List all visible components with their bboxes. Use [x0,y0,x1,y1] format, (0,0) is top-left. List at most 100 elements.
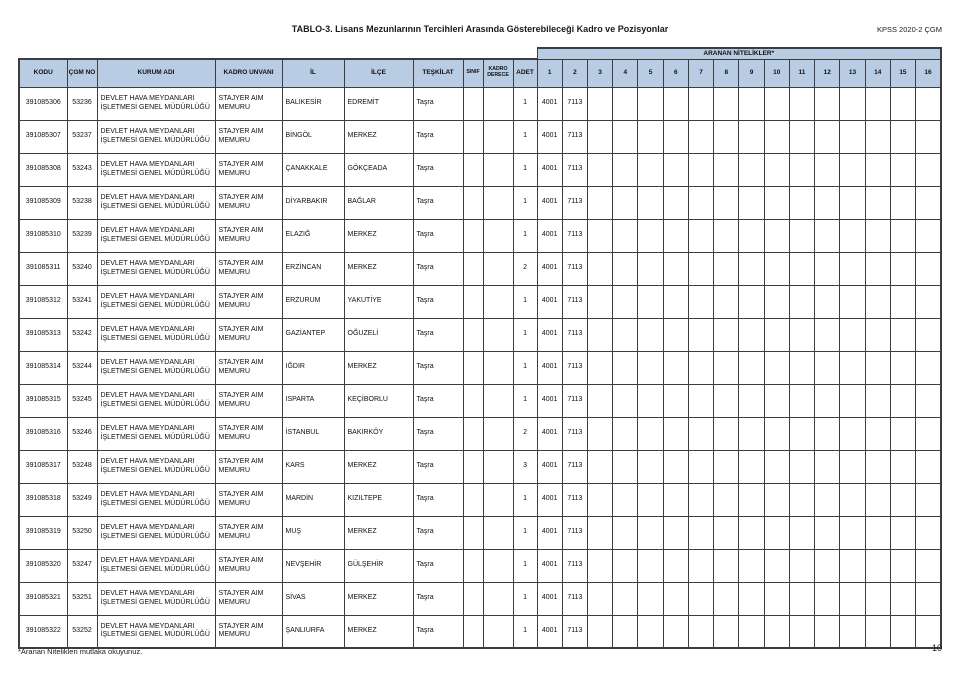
cell-nitelik-5 [637,185,664,220]
cell-kadro-unvani: STAJYER AIM MEMURU [214,317,283,352]
cell-teskilat: Taşra [412,482,464,517]
positions-table: ARANAN NİTELİKLER* KODU ÇGM NO KURUM ADI KA… [18,47,943,649]
cell-ilce: OĞUZELİ [343,317,414,352]
table-row: 391085307 53237 DEVLET HAVA MEYDANLARI İŞL… [18,119,943,154]
cell-nitelik-10 [763,416,790,451]
cell-kodu: 391085317 [18,449,68,484]
cell-nitelik-9 [738,350,765,385]
cell-kurum-adi: DEVLET HAVA MEYDANLARI İŞLETMESİ GENEL M… [96,119,216,154]
cell-nitelik-10 [763,218,790,253]
cell-nitelik-12 [814,152,841,187]
cell-il: MUŞ [281,515,345,550]
title-bar: TABLO-3. Lisans Mezunlarının Tercihleri … [0,24,960,38]
cell-il: DİYARBAKIR [281,185,345,220]
table-row: 391085319 53250 DEVLET HAVA MEYDANLARI İŞL… [18,515,943,550]
cell-nitelik-5 [637,383,664,418]
cell-nitelik-14 [864,218,891,253]
table-row: 391085322 53252 DEVLET HAVA MEYDANLARI İŞL… [18,614,943,649]
cell-nitelik-2: 7113 [561,515,589,550]
cell-nitelik-14 [864,449,891,484]
cell-ilce: EDREMİT [343,86,414,121]
qualification-column-header: 10 [763,58,790,88]
cell-nitelik-9 [738,449,765,484]
cell-nitelik-15 [889,317,917,352]
cell-kurum-adi: DEVLET HAVA MEYDANLARI İŞLETMESİ GENEL M… [96,581,216,616]
cell-nitelik-13 [839,119,866,154]
cell-kadro-unvani: STAJYER AIM MEMURU [214,383,283,418]
cell-nitelik-3 [586,581,614,616]
cell-nitelik-14 [864,152,891,187]
cell-nitelik-6 [662,119,689,154]
cell-kadro-unvani: STAJYER AIM MEMURU [214,119,283,154]
cell-nitelik-16 [915,284,943,319]
cell-nitelik-6 [662,350,689,385]
cell-cgm-no: 53237 [66,119,98,154]
cell-nitelik-13 [839,614,866,649]
table-row: 391085312 53241 DEVLET HAVA MEYDANLARI İŞL… [18,284,943,319]
qualifications-band-label: ARANAN NİTELİKLER* [536,47,942,60]
cell-adet: 1 [512,548,538,583]
cell-sinif [462,317,484,352]
cell-kurum-adi: DEVLET HAVA MEYDANLARI İŞLETMESİ GENEL M… [96,317,216,352]
cell-nitelik-11 [788,317,816,352]
cell-adet: 1 [512,515,538,550]
cell-kodu: 391085309 [18,185,68,220]
cell-nitelik-11 [788,284,816,319]
cell-nitelik-8 [713,515,740,550]
cell-kadro-unvani: STAJYER AIM MEMURU [214,581,283,616]
cell-nitelik-2: 7113 [561,350,589,385]
cell-nitelik-7 [687,317,715,352]
cell-nitelik-12 [814,482,841,517]
cell-nitelik-1: 4001 [536,86,563,121]
cell-nitelik-11 [788,350,816,385]
cell-cgm-no: 53240 [66,251,98,286]
cell-sinif [462,614,484,649]
cell-nitelik-11 [788,482,816,517]
cell-kodu: 391085307 [18,119,68,154]
cell-nitelik-13 [839,152,866,187]
cell-nitelik-5 [637,515,664,550]
cell-nitelik-3 [586,350,614,385]
cell-nitelik-11 [788,152,816,187]
cell-nitelik-2: 7113 [561,119,589,154]
cell-nitelik-9 [738,251,765,286]
cell-nitelik-10 [763,350,790,385]
cell-nitelik-11 [788,251,816,286]
cell-nitelik-10 [763,185,790,220]
cell-nitelik-11 [788,416,816,451]
qualification-column-header: 16 [915,58,943,88]
table-row: 391085313 53242 DEVLET HAVA MEYDANLARI İŞL… [18,317,943,352]
table-row: 391085318 53249 DEVLET HAVA MEYDANLARI İŞL… [18,482,943,517]
cell-kurum-adi: DEVLET HAVA MEYDANLARI İŞLETMESİ GENEL M… [96,383,216,418]
cell-nitelik-15 [889,251,917,286]
cell-ilce: MERKEZ [343,218,414,253]
table-row: 391085317 53248 DEVLET HAVA MEYDANLARI İŞL… [18,449,943,484]
qualification-column-header: 9 [738,58,765,88]
cell-nitelik-6 [662,515,689,550]
cell-kurum-adi: DEVLET HAVA MEYDANLARI İŞLETMESİ GENEL M… [96,251,216,286]
cell-nitelik-5 [637,86,664,121]
cell-nitelik-10 [763,515,790,550]
table-row: 391085320 53247 DEVLET HAVA MEYDANLARI İŞL… [18,548,943,583]
cell-nitelik-4 [612,515,639,550]
cell-nitelik-16 [915,119,943,154]
cell-sinif [462,482,484,517]
cell-teskilat: Taşra [412,581,464,616]
footnote: *Aranan Nitelikleri mutlaka okuyunuz. [18,647,143,656]
cell-nitelik-4 [612,251,639,286]
column-header-kadro-unvani: KADRO UNVANI [214,58,283,88]
cell-cgm-no: 53236 [66,86,98,121]
cell-nitelik-6 [662,317,689,352]
cell-nitelik-13 [839,251,866,286]
cell-nitelik-6 [662,86,689,121]
cell-kurum-adi: DEVLET HAVA MEYDANLARI İŞLETMESİ GENEL M… [96,152,216,187]
cell-nitelik-7 [687,383,715,418]
cell-nitelik-14 [864,119,891,154]
cell-kurum-adi: DEVLET HAVA MEYDANLARI İŞLETMESİ GENEL M… [96,614,216,649]
cell-nitelik-7 [687,482,715,517]
cell-nitelik-9 [738,86,765,121]
cell-kurum-adi: DEVLET HAVA MEYDANLARI İŞLETMESİ GENEL M… [96,449,216,484]
cell-nitelik-13 [839,515,866,550]
cell-kurum-adi: DEVLET HAVA MEYDANLARI İŞLETMESİ GENEL M… [96,548,216,583]
cell-nitelik-4 [612,185,639,220]
